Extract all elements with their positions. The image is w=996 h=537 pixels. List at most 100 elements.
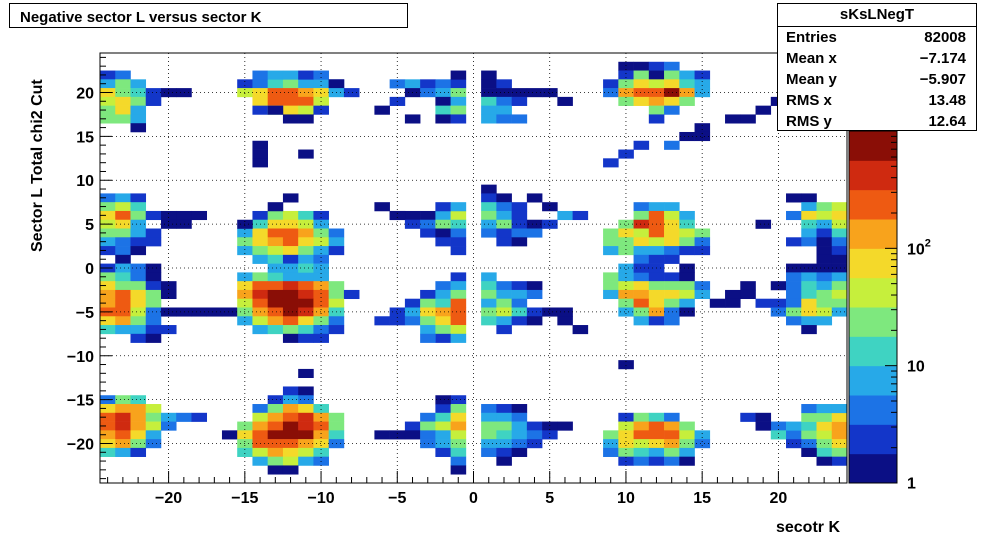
heatmap-cell [816, 421, 833, 431]
heatmap-cell [100, 447, 116, 457]
heatmap-cell [282, 298, 299, 308]
heatmap-cell [831, 430, 848, 440]
y-tick-label: 15 [76, 129, 94, 146]
heatmap-cell [816, 272, 833, 282]
heatmap-cell [267, 263, 284, 273]
heatmap-cell [664, 202, 680, 212]
heatmap-cell [450, 281, 467, 291]
color-palette-bar: 1 10 102 [848, 130, 931, 493]
heatmap-cell [237, 430, 253, 440]
heatmap-cell [435, 333, 451, 343]
heatmap-cell [130, 421, 147, 431]
heatmap-cell [450, 237, 467, 247]
heatmap-cell [526, 289, 543, 300]
heatmap-cell [633, 421, 650, 431]
heatmap-cell [603, 281, 619, 291]
heatmap-cell [100, 325, 116, 335]
heatmap-cell [313, 272, 329, 282]
heatmap-cell [481, 430, 497, 440]
heatmap-cell [252, 298, 268, 308]
heatmap-cell [145, 325, 162, 335]
heatmap-cell [313, 254, 329, 264]
palette-segment [849, 131, 897, 161]
heatmap-cell [664, 421, 680, 431]
heatmap-cell [511, 430, 528, 440]
chart-title-box: Negative sector L versus sector K [9, 3, 408, 28]
heatmap-cell [511, 289, 528, 300]
palette-segment [849, 160, 897, 191]
heatmap-cell [237, 316, 253, 326]
heatmap-cell [603, 79, 619, 89]
heatmap-cell [511, 412, 528, 422]
heatmap-cell [679, 447, 695, 457]
heatmap-cell [831, 421, 848, 431]
heatmap-cell [267, 105, 284, 115]
heatmap-cell [511, 219, 528, 229]
heatmap-cell [237, 298, 253, 308]
heatmap-cell [267, 430, 284, 440]
heatmap-cell [298, 149, 314, 159]
heatmap-cell [496, 316, 512, 326]
heatmap-cell [237, 246, 253, 256]
heatmap-cell [450, 439, 467, 449]
heatmap-cell [404, 79, 421, 89]
heatmap-cell [481, 79, 497, 89]
heatmap-cell [450, 298, 467, 308]
x-tick-label: −20 [155, 490, 182, 507]
heatmap-cell [831, 210, 848, 221]
stats-value: 82008 [924, 29, 966, 46]
heatmap-cell [435, 202, 451, 212]
heatmap-cell [831, 246, 848, 256]
heatmap-cell [618, 219, 634, 229]
heatmap-cell [130, 96, 147, 106]
heatmap-cell [511, 281, 528, 291]
heatmap-cell [252, 105, 268, 115]
heatmap-cell [298, 272, 314, 282]
heatmap-cell [526, 88, 543, 98]
heatmap-cell [633, 254, 650, 264]
heatmap-cell [831, 298, 848, 308]
heatmap-cell [831, 254, 848, 264]
heatmap-cell [282, 70, 299, 80]
heatmap-cell [481, 105, 497, 115]
heatmap-cell [130, 114, 147, 124]
heatmap-cell [252, 254, 268, 264]
heatmap-cell [435, 228, 451, 238]
heatmap-cell [725, 289, 741, 300]
heatmap-cell [450, 105, 467, 115]
heatmap-cell [633, 430, 650, 440]
heatmap-cell [282, 333, 299, 343]
heatmap-cell [328, 325, 345, 335]
heatmap-cell [679, 79, 695, 89]
stats-label: RMS y [786, 113, 832, 130]
heatmap-cell [770, 298, 787, 308]
palette-segment [849, 189, 897, 220]
heatmap-cell [313, 447, 329, 457]
heatmap-cell [694, 70, 711, 80]
heatmap-cell [786, 193, 802, 203]
heatmap-cell [496, 202, 512, 212]
heatmap-cell [100, 412, 116, 422]
stats-row-mean-y: Mean y −5.907 [786, 69, 966, 90]
heatmap-cell [420, 316, 436, 326]
heatmap-cell [450, 395, 467, 405]
heatmap-cell [648, 412, 665, 422]
heatmap-cell [450, 114, 467, 124]
heatmap-cell [435, 79, 451, 89]
heatmap-cell [115, 289, 131, 300]
heatmap-cell [313, 421, 329, 431]
heatmap-cell [511, 96, 528, 106]
heatmap-cell [496, 456, 512, 466]
heatmap-cell [618, 430, 634, 440]
heatmap-cell [145, 439, 162, 449]
heatmap-cell [664, 61, 680, 71]
heatmap-cell [313, 105, 329, 115]
heatmap-cell [542, 219, 558, 229]
heatmap-cell [816, 246, 833, 256]
heatmap-cell [755, 412, 772, 422]
heatmap-cell [374, 316, 390, 326]
heatmap-cell [450, 96, 467, 106]
heatmap-cell [618, 272, 634, 282]
heatmap-cell [816, 254, 833, 264]
heatmap-cell [786, 421, 802, 431]
